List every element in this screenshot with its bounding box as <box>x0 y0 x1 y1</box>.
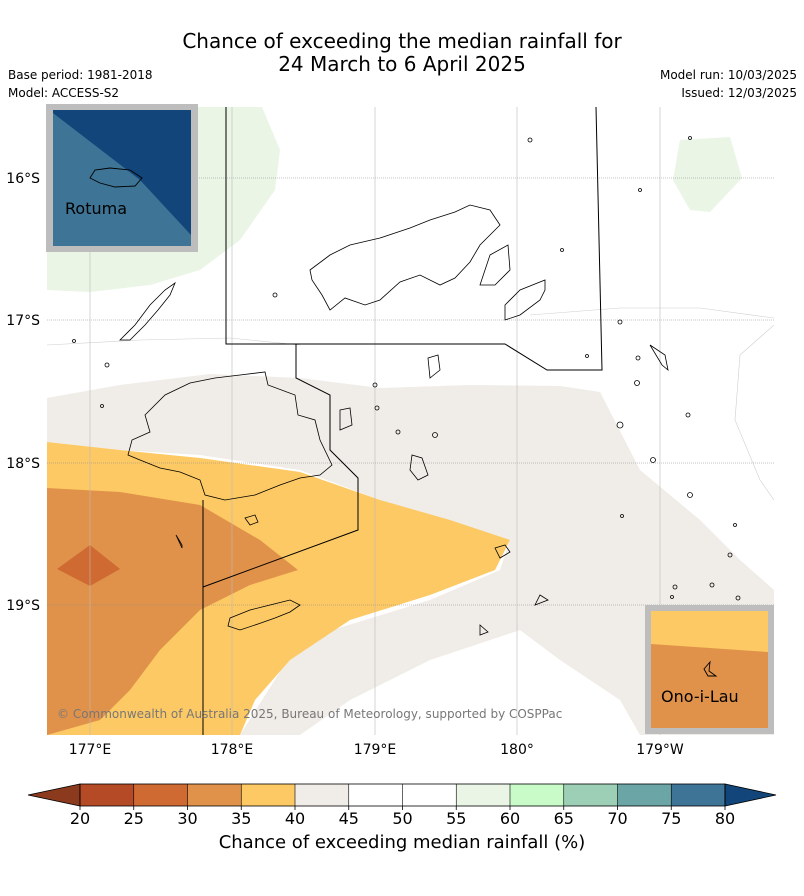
colorbar-label: Chance of exceeding median rainfall (%) <box>218 832 586 853</box>
colorbar-tick-label-65: 65 <box>554 809 574 828</box>
lon-label-178e: 178°E <box>211 742 254 758</box>
colorbar-tick-label-20: 20 <box>70 809 90 828</box>
colorbar-bin-45-50 <box>348 784 403 806</box>
colorbar: 20 25 30 35 40 45 50 55 60 65 70 75 80 <box>27 783 777 828</box>
map-title: Chance of exceeding the median rainfall … <box>0 30 804 76</box>
lat-label-17s: 17°S <box>6 313 40 329</box>
colorbar-bin-20-25 <box>80 784 134 806</box>
colorbar-bin-50-55 <box>402 784 457 806</box>
gau-island <box>409 454 429 481</box>
base-period: Base period: 1981-2018 <box>8 68 153 82</box>
lakeba-island <box>494 544 511 559</box>
meta-left: Base period: 1981-2018 Model: ACCESS-S2 <box>8 66 153 102</box>
viti-levu-island <box>127 371 333 501</box>
colorbar-tick-label-55: 55 <box>446 809 466 828</box>
colorbar-tick-label-75: 75 <box>661 809 681 828</box>
colorbar-tick-label-35: 35 <box>231 809 251 828</box>
colorbar-arrow-high <box>724 783 777 807</box>
lon-label-180: 180° <box>500 742 534 758</box>
meta-right: Model run: 10/03/2025 Issued: 12/03/2025 <box>660 66 797 102</box>
islands <box>72 136 741 636</box>
colorbar-tick-label-45: 45 <box>339 809 359 828</box>
region-50-55-south <box>300 630 640 735</box>
ono-i-lau-label: Ono-i-Lau <box>661 687 739 706</box>
colorbar-tick-label-40: 40 <box>285 809 305 828</box>
colorbar-bin-70-75 <box>617 784 672 806</box>
koro-island <box>427 354 441 379</box>
taveuni-island <box>479 244 511 286</box>
attribution: © Commonwealth of Australia 2025, Bureau… <box>57 707 562 721</box>
lat-label-18s: 18°S <box>6 456 40 472</box>
colorbar-bin-60-65 <box>510 784 564 806</box>
colorbar-tick-label-80: 80 <box>715 809 735 828</box>
colorbar-arrow-low <box>27 783 81 807</box>
ono-i-lau-island <box>703 660 718 677</box>
region-40-45 <box>47 374 774 735</box>
colorbar-tick-label-25: 25 <box>124 809 144 828</box>
ovalau-island <box>339 407 353 431</box>
issued-date: Issued: 12/03/2025 <box>681 86 797 100</box>
yasawa-islands <box>119 281 176 341</box>
colorbar-bin-75-80 <box>671 784 725 806</box>
colorbar-bin-30-35 <box>187 784 242 806</box>
boundary-lines <box>202 107 603 735</box>
model-name: Model: ACCESS-S2 <box>8 86 120 100</box>
lon-label-179w: 179°W <box>636 742 684 758</box>
colorbar-tick-label-70: 70 <box>607 809 627 828</box>
colorbar-bin-25-30 <box>133 784 188 806</box>
region-55-60-northeast <box>673 137 742 212</box>
lat-label-19s: 19°S <box>6 598 40 614</box>
rotuma-island <box>89 167 143 188</box>
colorbar-bin-40-45 <box>295 784 349 806</box>
colorbar-bin-65-70 <box>563 784 618 806</box>
rotuma-inset: Rotuma <box>46 104 198 252</box>
lon-label-177e: 177°E <box>69 742 112 758</box>
kadavu-island <box>227 599 301 631</box>
colorbar-bin-55-60 <box>456 784 510 806</box>
vanua-levu-island <box>309 204 501 311</box>
colorbar-bin-35-40 <box>241 784 295 806</box>
colorbar-tick-label-30: 30 <box>177 809 197 828</box>
colorbar-tick-label-50: 50 <box>392 809 412 828</box>
rotuma-label: Rotuma <box>65 199 127 218</box>
title-line-1: Chance of exceeding the median rainfall … <box>182 29 622 53</box>
taveuni-north-island <box>504 279 546 321</box>
ono-i-lau-inset: Ono-i-Lau <box>645 605 774 734</box>
lat-label-16s: 16°S <box>6 171 40 187</box>
colorbar-tick-label-60: 60 <box>500 809 520 828</box>
region-30-35 <box>47 488 298 735</box>
title-line-2: 24 March to 6 April 2025 <box>278 52 526 76</box>
model-run: Model run: 10/03/2025 <box>659 68 797 82</box>
lon-label-179e: 179°E <box>354 742 397 758</box>
region-25-30 <box>57 545 120 586</box>
